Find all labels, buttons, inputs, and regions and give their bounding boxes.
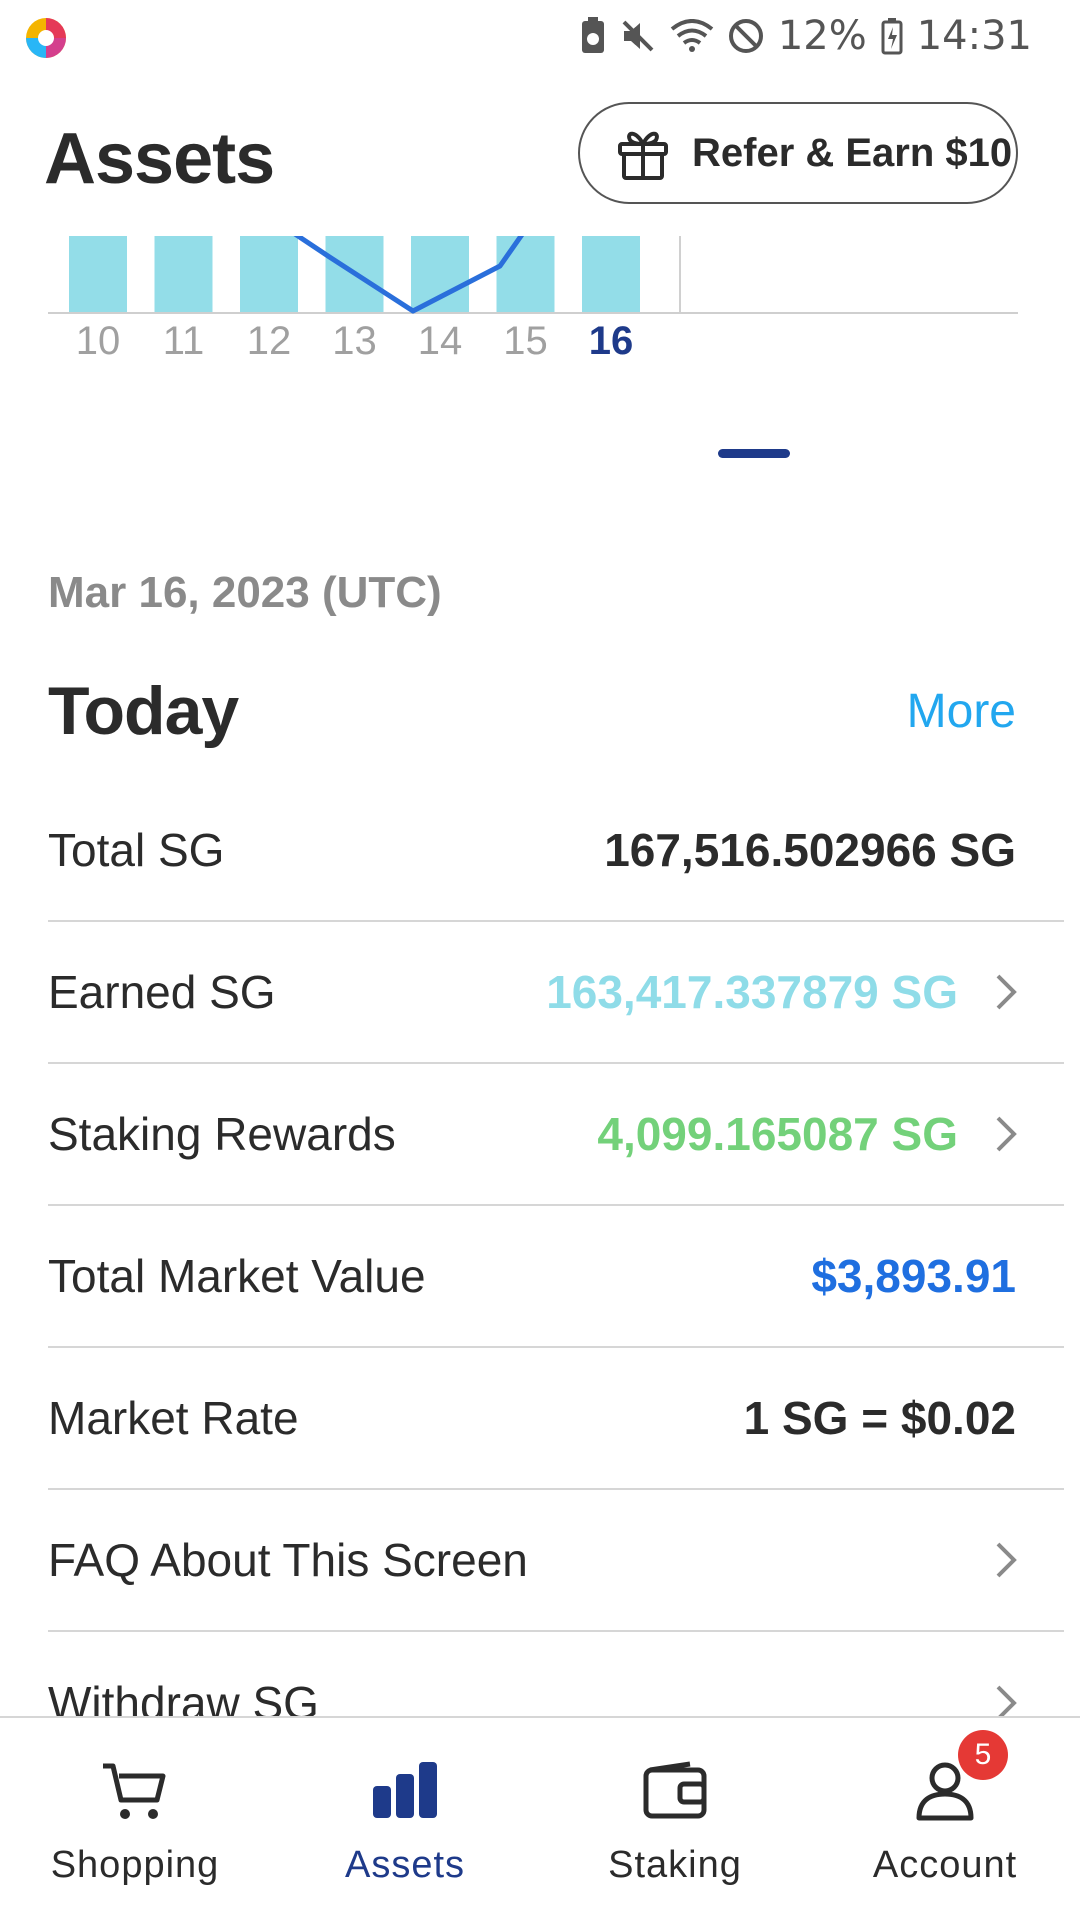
chevron-right-icon [996,1116,1017,1152]
battery-saver-icon [581,17,604,53]
person-icon [916,1762,974,1821]
row-market-rate: Market Rate 1 SG = $0.02 [48,1348,1064,1490]
chart-line-series [293,236,525,314]
chart-tick-label[interactable]: 15 [503,319,548,363]
chart-tick-label[interactable]: 14 [418,319,463,363]
blocked-icon [728,19,763,53]
daily-chart[interactable]: 10 11 12 13 14 15 16 [48,236,1018,466]
row-earned-sg[interactable]: Earned SG 163,417.337879 SG [48,922,1064,1064]
nav-label: Account [872,1844,1018,1886]
wifi-icon [670,19,714,52]
chart-bar[interactable] [411,236,469,313]
today-title: Today [48,673,239,749]
date-label: Mar 16, 2023 (UTC) [48,568,442,617]
app-logo-icon [26,18,66,58]
nav-label: Shopping [50,1844,220,1886]
status-bar: 12% 14:31 [0,0,1080,72]
more-link[interactable]: More [906,685,1016,738]
chart-bar[interactable] [240,236,298,313]
page-title: Assets [44,119,275,199]
row-total-sg: Total SG 167,516.502966 SG [48,780,1064,922]
summary-list: Total SG 167,516.502966 SG Earned SG 163… [48,780,1064,1774]
cart-icon [103,1763,166,1819]
chart-bar[interactable] [69,236,127,313]
row-staking-rewards[interactable]: Staking Rewards 4,099.165087 SG [48,1064,1064,1206]
refer-earn-label: Refer & Earn $10 [692,130,1013,175]
row-faq[interactable]: FAQ About This Screen [48,1490,1064,1632]
nav-label: Staking [608,1844,742,1886]
row-label: Total SG [48,824,225,876]
nav-shopping[interactable]: Shopping [0,1718,270,1920]
mute-icon [622,20,654,52]
row-total-market-value: Total Market Value $3,893.91 [48,1206,1064,1348]
row-value: $3,893.91 [811,1250,1016,1302]
nav-assets[interactable]: Assets [270,1718,540,1920]
nav-account[interactable]: 5 Account [810,1718,1080,1920]
selected-day-indicator [718,449,790,458]
battery-icon [881,18,903,55]
chart-bar[interactable] [154,236,213,313]
chart-tick-label[interactable]: 13 [332,319,377,363]
gift-icon [618,131,668,180]
wallet-icon [643,1761,707,1819]
row-value: 4,099.165087 SG [597,1108,958,1160]
row-value: 167,516.502966 SG [604,824,1016,876]
row-label: Market Rate [48,1392,299,1444]
battery-percent: 12% [777,13,867,59]
refer-earn-button[interactable]: Refer & Earn $10 [578,102,1018,204]
row-value: 163,417.337879 SG [546,966,958,1018]
clock: 14:31 [916,13,1032,59]
chart-tick-label[interactable]: 16 [589,319,634,363]
chart-tick-label[interactable]: 10 [76,319,121,363]
chevron-right-icon [996,1685,1017,1721]
chart-tick-label[interactable]: 12 [247,319,292,363]
row-label: Staking Rewards [48,1108,396,1160]
chevron-right-icon [996,974,1017,1010]
bar-chart-icon [373,1762,437,1818]
nav-staking[interactable]: Staking [540,1718,810,1920]
chart-bar[interactable] [582,236,640,313]
row-label: Total Market Value [48,1250,426,1302]
row-label: Earned SG [48,966,276,1018]
chart-svg: 10 11 12 13 14 15 16 [48,236,1018,363]
notification-badge: 5 [958,1730,1008,1780]
chevron-right-icon [996,1542,1017,1578]
row-label: FAQ About This Screen [48,1534,528,1586]
row-value: 1 SG = $0.02 [743,1392,1016,1444]
bottom-nav: Shopping Assets Staking 5 Account [0,1716,1080,1920]
chart-bar[interactable] [496,236,555,313]
nav-label: Assets [344,1844,466,1886]
chart-tick-label[interactable]: 11 [163,319,205,363]
